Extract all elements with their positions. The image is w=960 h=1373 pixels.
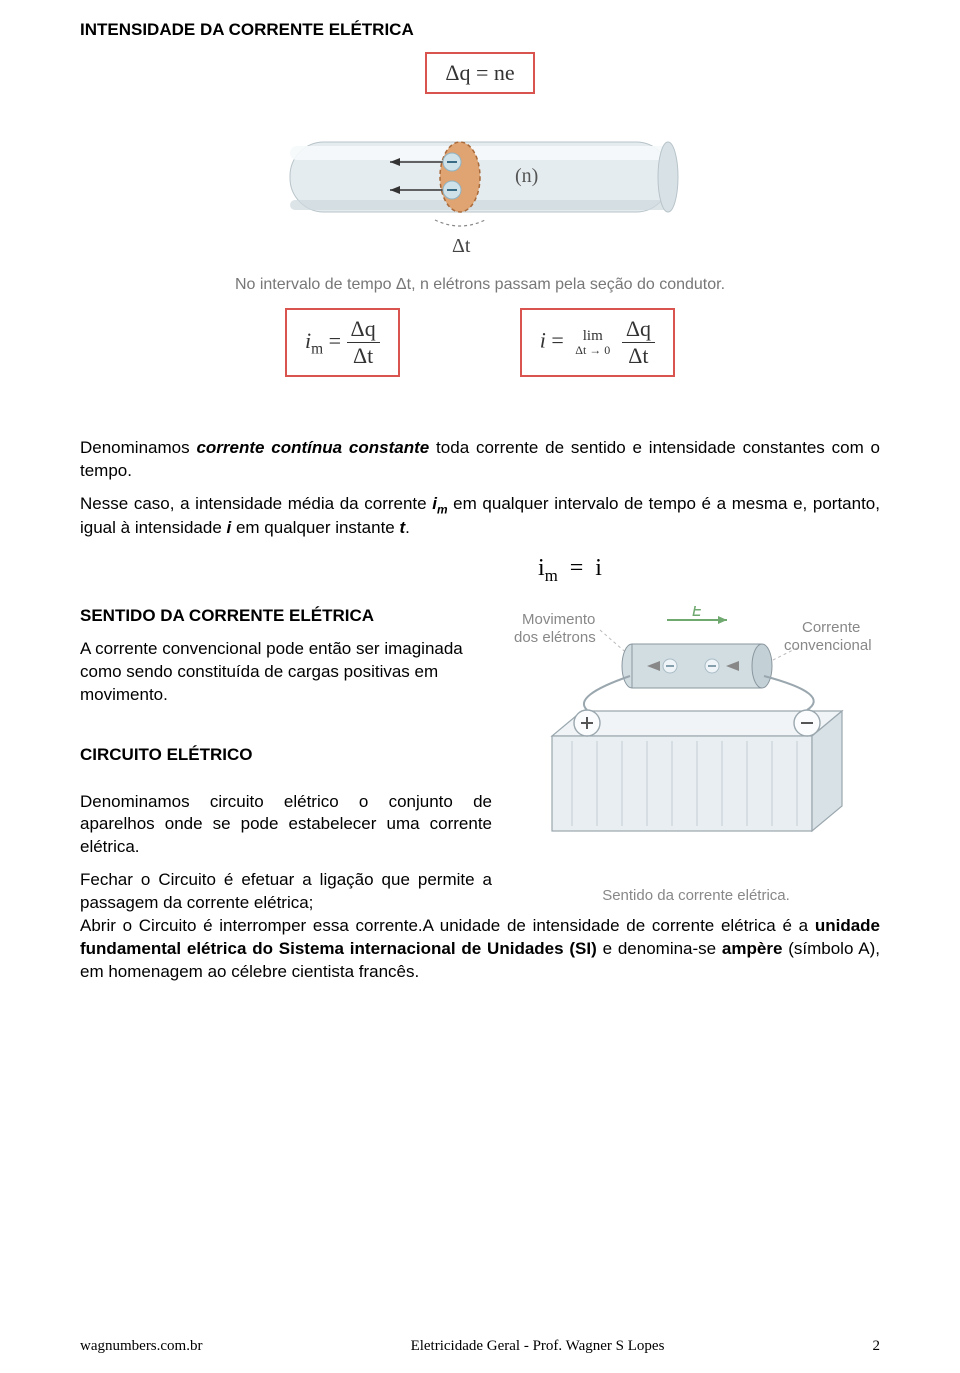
- col-right-battery: Movimento dos elétrons Corrente convenci…: [512, 606, 880, 904]
- svg-text:E⃗: E⃗: [692, 606, 703, 620]
- svg-text:convencional: convencional: [784, 637, 872, 654]
- term-corrente-continua: corrente contínua constante: [196, 438, 429, 457]
- page-footer: wagnumbers.com.br Eletricidade Geral - P…: [80, 1338, 880, 1355]
- battery-svg: Movimento dos elétrons Corrente convenci…: [512, 606, 872, 876]
- heading-sentido: SENTIDO DA CORRENTE ELÉTRICA: [80, 606, 492, 626]
- page-title: INTENSIDADE DA CORRENTE ELÉTRICA: [80, 20, 880, 40]
- eq-im-eq-i: im = i: [260, 552, 880, 587]
- formula-top-wrap: Δq = ne: [80, 52, 880, 94]
- svg-text:dos elétrons: dos elétrons: [514, 629, 596, 646]
- footer-left: wagnumbers.com.br: [80, 1338, 202, 1355]
- formula-row: im = Δq Δt i = lim Δt → 0 Δq Δt: [80, 308, 880, 377]
- formula-deltaq: Δq = ne: [425, 52, 534, 94]
- svg-text:Corrente: Corrente: [802, 619, 860, 636]
- label-dt: Δt: [452, 235, 471, 257]
- section-sentido-circuito: SENTIDO DA CORRENTE ELÉTRICA A corrente …: [80, 606, 880, 916]
- footer-center: Eletricidade Geral - Prof. Wagner S Lope…: [411, 1338, 665, 1355]
- conductor-diagram: (n) Δt: [80, 112, 880, 272]
- para-corrente-continua: Denominamos corrente contínua constante …: [80, 437, 880, 483]
- para-sentido: A corrente convencional pode então ser i…: [80, 638, 492, 707]
- battery-caption: Sentido da corrente elétrica.: [512, 887, 880, 904]
- para-circuito-1: Denominamos circuito elétrico o conjunto…: [80, 791, 492, 860]
- heading-circuito: CIRCUITO ELÉTRICO: [80, 745, 492, 765]
- term-ampere: ampère: [722, 939, 782, 958]
- svg-text:Movimento: Movimento: [522, 611, 595, 628]
- conductor-svg: (n) Δt: [270, 112, 690, 272]
- para-intensidade-media: Nesse caso, a intensidade média da corre…: [80, 493, 880, 540]
- para-circuito-2: Fechar o Circuito é efetuar a ligação qu…: [80, 869, 492, 915]
- col-left: SENTIDO DA CORRENTE ELÉTRICA A corrente …: [80, 606, 492, 916]
- para-circuito-3: Abrir o Circuito é interromper essa corr…: [80, 915, 880, 984]
- label-n: (n): [515, 165, 538, 187]
- conductor-caption: No intervalo de tempo Δt, n elétrons pas…: [80, 276, 880, 294]
- formula-i-lim: i = lim Δt → 0 Δq Δt: [520, 308, 675, 377]
- footer-page-number: 2: [873, 1338, 881, 1355]
- formula-im: im = Δq Δt: [285, 308, 400, 377]
